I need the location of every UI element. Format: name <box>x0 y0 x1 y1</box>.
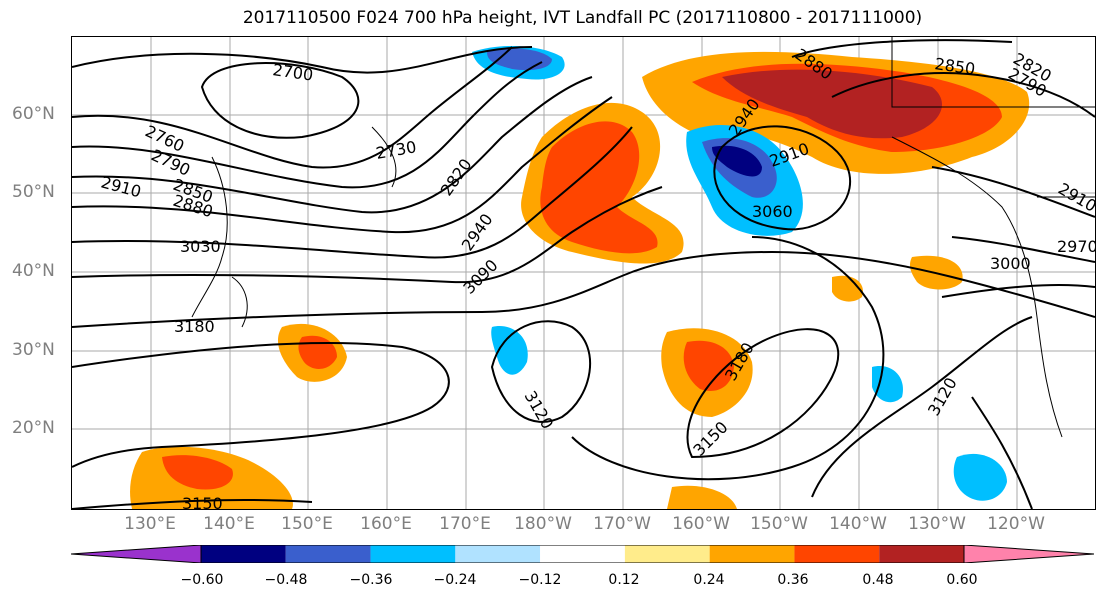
lon-label: 150°E <box>281 514 333 534</box>
colorbar-tick: −0.60 <box>180 572 224 588</box>
colorbar-segment <box>455 545 541 563</box>
lon-label: 170°W <box>593 514 651 534</box>
colorbar-tick: −0.48 <box>264 572 308 588</box>
colorbar-tick: 0.24 <box>693 572 725 588</box>
colorbar-extend-max <box>963 545 1094 563</box>
lon-label: 150°W <box>750 514 808 534</box>
colorbar-tick: −0.36 <box>349 572 393 588</box>
map-panel: 2700 2730 2760 2790 2820 2850 2850 2880 … <box>71 36 1096 510</box>
colorbar-tick: 0.12 <box>608 572 640 588</box>
lon-label: 160°W <box>672 514 730 534</box>
contour-label: 2970 <box>1057 237 1095 256</box>
map-canvas: 2700 2730 2760 2790 2820 2850 2850 2880 … <box>72 37 1095 509</box>
lon-label: 120°W <box>987 514 1045 534</box>
lat-label-30n: 30°N <box>12 340 55 360</box>
colorbar-tick: 0.48 <box>862 572 894 588</box>
lon-label: 140°E <box>203 514 255 534</box>
contour-label: 2730 <box>374 137 417 163</box>
colorbar-segment <box>201 545 286 563</box>
contour-label: 3060 <box>752 202 793 221</box>
pc-shading <box>130 45 1030 509</box>
lat-label-60n: 60°N <box>12 104 55 124</box>
colorbar-tick: 0.60 <box>946 572 978 588</box>
colorbar-segment <box>370 545 456 563</box>
lat-label-40n: 40°N <box>12 261 55 281</box>
colorbar-segment <box>879 545 964 563</box>
colorbar-segment <box>624 545 710 563</box>
lon-label: 130°W <box>908 514 966 534</box>
contour-label: 3120 <box>521 388 558 433</box>
contour-label: 3030 <box>180 237 221 256</box>
contour-label: 3150 <box>182 494 223 509</box>
colorbar-tick: 0.36 <box>777 572 809 588</box>
colorbar-segment <box>709 545 795 563</box>
height-contours <box>72 39 1095 509</box>
colorbar-segment <box>285 545 371 563</box>
contour-label: 3120 <box>924 374 961 419</box>
colorbar-outline <box>200 545 965 563</box>
lon-label: 140°W <box>829 514 887 534</box>
lon-label: 160°E <box>360 514 412 534</box>
lon-label: 170°E <box>439 514 491 534</box>
plot-title: 2017110500 F024 700 hPa height, IVT Land… <box>242 8 923 28</box>
colorbar <box>71 545 1094 563</box>
contour-label: 3000 <box>990 254 1031 273</box>
colorbar-tick: −0.12 <box>518 572 562 588</box>
lon-label: 180°W <box>514 514 572 534</box>
colorbar-tick: −0.24 <box>433 572 477 588</box>
colorbar-segment <box>794 545 880 563</box>
contour-label: 3180 <box>174 317 215 336</box>
lon-label: 130°E <box>124 514 176 534</box>
coastlines <box>191 37 1095 438</box>
colorbar-extend-min <box>71 545 202 563</box>
lat-label-20n: 20°N <box>12 418 55 438</box>
lat-label-50n: 50°N <box>12 182 55 202</box>
colorbar-segment <box>540 545 625 563</box>
